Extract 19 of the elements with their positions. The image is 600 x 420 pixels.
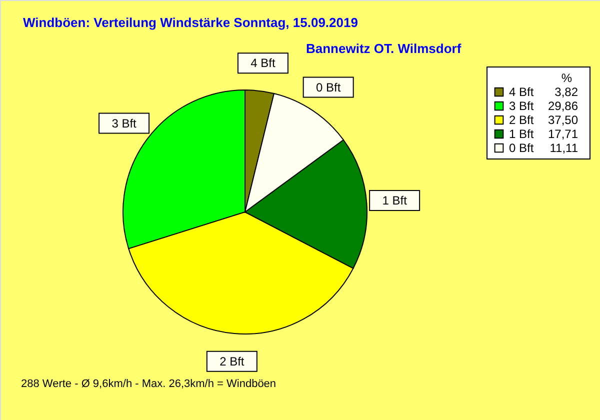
slice-label: 0 Bft [316, 80, 342, 94]
slice-label: 3 Bft [112, 116, 138, 130]
data-label: 3,82 [554, 85, 578, 99]
chart-subtitle: Bannewitz OT. Wilmsdorf [306, 41, 462, 56]
data-label: 37,50 [548, 113, 578, 127]
legend-label: 4 Bft [509, 85, 534, 99]
data-label: 29,86 [548, 99, 578, 113]
text: 288 Werte - Ø 9,6km/h - Max. 26,3km/h = Windböen [21, 378, 276, 390]
legend-label: 1 Bft [509, 127, 534, 141]
legend-title: % [561, 71, 572, 85]
legend-label: 2 Bft [509, 113, 534, 127]
data-label: 11,11 [550, 141, 578, 155]
slice-label: 1 Bft [382, 194, 408, 208]
data-label: 17,71 [548, 127, 578, 141]
legend-label: 0 Bft [509, 141, 534, 155]
legend-label: 3 Bft [509, 99, 534, 113]
chart-title: Windböen: Verteilung Windstärke Sonntag, 15.09.2019 [23, 15, 358, 30]
slice-label: 2 Bft [220, 354, 245, 368]
slice-label: 4 Bft [250, 56, 276, 70]
